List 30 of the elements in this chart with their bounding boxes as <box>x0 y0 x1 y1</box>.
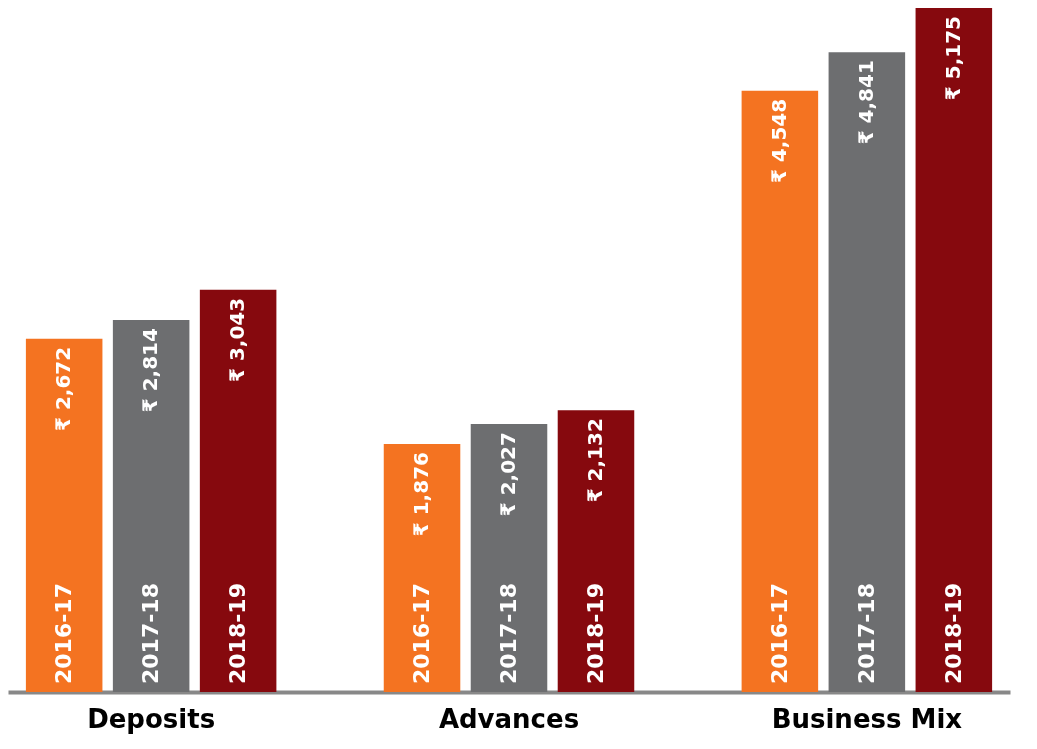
data-label: ₹ 2,132 <box>582 418 607 503</box>
data-label: ₹ 1,876 <box>409 452 434 537</box>
text: 2017-18 <box>496 583 521 684</box>
text: 2017-18 <box>853 583 879 684</box>
bar <box>25 338 103 692</box>
data-label: ₹ 2,027 <box>496 432 520 517</box>
text: 2016-17 <box>409 583 435 684</box>
bar <box>383 444 461 692</box>
x-tick-label: Advances <box>438 703 580 734</box>
text: 2016-17 <box>766 583 792 684</box>
x-tick-label: Business Mix <box>771 703 963 734</box>
series-label: 2016-17 <box>51 583 77 684</box>
text: 2018-19 <box>582 583 608 684</box>
series-label: 2018-19 <box>225 583 251 684</box>
bar <box>915 8 993 692</box>
series-label: 2017-18 <box>138 583 164 684</box>
data-label: ₹ 4,548 <box>766 98 791 184</box>
data-label: ₹ 3,043 <box>225 297 250 382</box>
bar <box>557 410 635 692</box>
bar <box>199 289 277 692</box>
bar <box>828 52 906 692</box>
bar <box>112 320 190 692</box>
x-tick-label: Deposits <box>87 703 216 734</box>
data-label: ₹ 2,672 <box>51 346 76 431</box>
data-label: ₹ 5,175 <box>940 16 965 101</box>
data-label: ₹ 4,841 <box>853 60 878 145</box>
data-label: ₹ 2,814 <box>138 328 163 413</box>
bar <box>741 90 819 692</box>
text: 2018-19 <box>940 583 966 684</box>
bar <box>470 424 548 692</box>
